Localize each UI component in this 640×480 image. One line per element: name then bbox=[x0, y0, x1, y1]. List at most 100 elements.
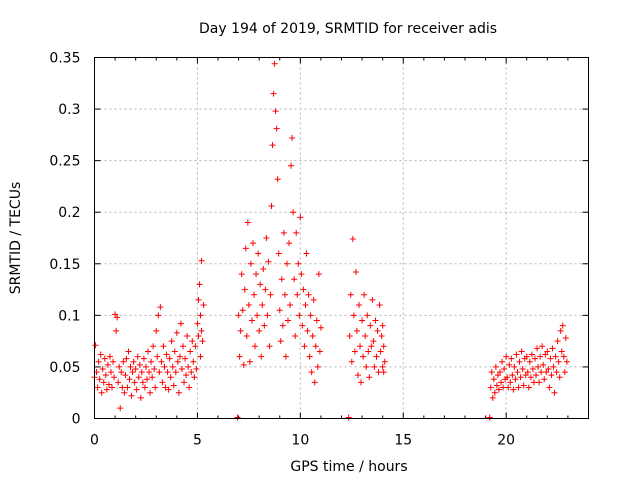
y-tick-label: 0.1 bbox=[58, 308, 80, 324]
data-point bbox=[534, 345, 541, 352]
data-point bbox=[248, 317, 255, 324]
data-point bbox=[307, 312, 314, 319]
data-point bbox=[533, 372, 540, 379]
data-point bbox=[127, 363, 134, 370]
data-point bbox=[291, 276, 298, 283]
data-point bbox=[308, 369, 315, 376]
data-point bbox=[369, 296, 376, 303]
data-point bbox=[378, 332, 385, 339]
data-point bbox=[290, 209, 297, 216]
data-point bbox=[254, 312, 261, 319]
data-point bbox=[237, 327, 244, 334]
data-point bbox=[495, 386, 502, 393]
data-point bbox=[152, 384, 159, 391]
data-point bbox=[155, 312, 162, 319]
data-point bbox=[501, 365, 508, 372]
data-point bbox=[180, 343, 187, 350]
data-point bbox=[491, 389, 498, 396]
data-point bbox=[98, 389, 105, 396]
data-point bbox=[517, 374, 524, 381]
data-point bbox=[163, 351, 170, 358]
data-point bbox=[178, 365, 185, 372]
data-point bbox=[168, 338, 175, 345]
data-point bbox=[368, 343, 375, 350]
data-point bbox=[164, 369, 171, 376]
data-point bbox=[167, 374, 174, 381]
data-point bbox=[514, 369, 521, 376]
data-point bbox=[505, 384, 512, 391]
data-point bbox=[292, 332, 299, 339]
data-point bbox=[189, 338, 196, 345]
data-point bbox=[350, 312, 357, 319]
y-tick-label: 0.35 bbox=[49, 51, 80, 67]
data-point bbox=[259, 302, 266, 309]
data-point bbox=[381, 358, 388, 365]
data-point bbox=[379, 363, 386, 370]
data-point bbox=[360, 353, 367, 360]
data-point bbox=[310, 296, 317, 303]
data-point bbox=[512, 376, 519, 383]
data-point bbox=[270, 90, 277, 97]
data-point bbox=[274, 176, 281, 183]
data-point bbox=[272, 108, 279, 115]
data-point bbox=[177, 320, 184, 327]
data-point bbox=[113, 327, 120, 334]
data-point bbox=[299, 322, 306, 329]
data-point bbox=[544, 348, 551, 355]
data-point bbox=[358, 379, 365, 386]
data-point bbox=[380, 369, 387, 376]
data-point bbox=[293, 229, 300, 236]
data-point bbox=[94, 384, 101, 391]
data-point bbox=[546, 384, 553, 391]
data-point bbox=[198, 327, 205, 334]
data-point bbox=[550, 363, 557, 370]
data-point bbox=[380, 343, 387, 350]
data-point bbox=[562, 335, 569, 342]
data-point bbox=[289, 134, 296, 141]
data-point bbox=[361, 291, 368, 298]
data-point bbox=[234, 414, 241, 421]
data-point bbox=[173, 329, 180, 336]
data-point bbox=[108, 384, 115, 391]
data-point bbox=[535, 363, 542, 370]
data-point bbox=[496, 369, 503, 376]
data-point bbox=[253, 271, 260, 278]
data-point bbox=[281, 291, 288, 298]
data-point bbox=[159, 379, 166, 386]
data-point bbox=[191, 374, 198, 381]
data-point bbox=[349, 236, 356, 243]
data-point bbox=[118, 369, 125, 376]
chart-title: Day 194 of 2019, SRMTID for receiver adi… bbox=[199, 21, 497, 37]
data-point bbox=[162, 384, 169, 391]
data-point bbox=[126, 376, 133, 383]
data-point bbox=[374, 327, 381, 334]
data-point bbox=[492, 363, 499, 370]
data-point bbox=[364, 312, 371, 319]
data-point bbox=[236, 353, 243, 360]
data-point bbox=[188, 369, 195, 376]
data-point bbox=[277, 338, 284, 345]
y-axis-label: SRMTID / TECUs bbox=[8, 182, 24, 295]
data-point bbox=[130, 358, 137, 365]
data-point bbox=[549, 345, 556, 352]
data-point bbox=[122, 372, 129, 379]
data-point bbox=[547, 355, 554, 362]
data-point bbox=[150, 343, 157, 350]
data-point bbox=[165, 386, 172, 393]
data-point bbox=[128, 392, 135, 399]
data-point bbox=[516, 358, 523, 365]
data-point bbox=[522, 372, 529, 379]
data-point bbox=[312, 343, 319, 350]
data-point bbox=[192, 343, 199, 350]
data-point bbox=[301, 343, 308, 350]
data-point bbox=[377, 348, 384, 355]
data-point bbox=[157, 304, 164, 311]
data-point bbox=[197, 353, 204, 360]
data-point bbox=[184, 332, 191, 339]
data-point bbox=[239, 307, 246, 314]
data-point bbox=[275, 250, 282, 257]
data-point bbox=[373, 353, 380, 360]
data-point bbox=[110, 358, 117, 365]
data-point bbox=[316, 348, 323, 355]
